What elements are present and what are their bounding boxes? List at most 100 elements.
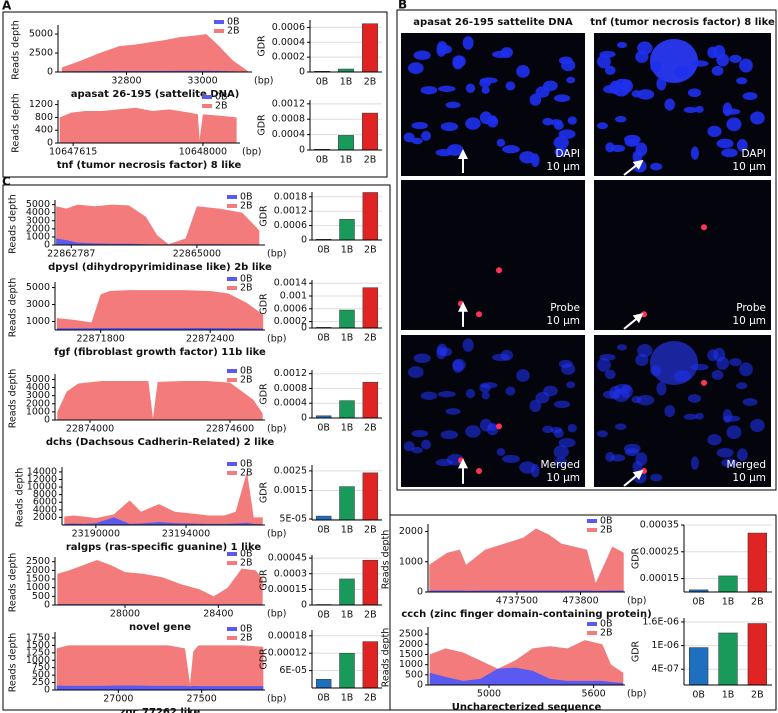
bar xyxy=(362,381,379,419)
x-unit: (bp) xyxy=(627,596,646,607)
chromosome xyxy=(597,358,611,372)
channel-label: DAPI xyxy=(555,148,580,160)
y-tick-label: 0.0008 xyxy=(274,383,307,394)
bar xyxy=(362,641,379,689)
chromosome xyxy=(650,473,663,482)
chromosome xyxy=(604,369,616,380)
x-tick-label: 2B xyxy=(364,333,377,344)
chromosome xyxy=(650,61,662,73)
chromosome xyxy=(567,116,577,125)
y-axis-label: Reads depth xyxy=(381,628,392,688)
y-tick-label: 1250 xyxy=(26,647,50,658)
y-tick-label: 1000 xyxy=(26,582,50,593)
x-unit: (bp) xyxy=(267,694,286,705)
y-tick-label: 1000 xyxy=(399,659,423,670)
bar xyxy=(362,559,379,606)
y-axis-label: GDR xyxy=(259,383,270,405)
y-tick-label: 0 xyxy=(44,600,50,611)
x-tick-label: 22874600 xyxy=(206,424,254,435)
y-tick-label: 500 xyxy=(32,591,50,602)
chromosome xyxy=(656,381,667,396)
chart-title: dpysl (dihydropyrimidinase like) 2b like xyxy=(48,262,272,273)
bar xyxy=(689,647,709,686)
chromosome xyxy=(567,424,577,433)
y-axis-label: GDR xyxy=(257,114,268,136)
chromosome xyxy=(615,115,627,123)
bar xyxy=(339,486,355,521)
bar xyxy=(747,532,767,593)
x-tick-label: 32800 xyxy=(111,76,141,87)
chromosome xyxy=(566,381,576,389)
chromosome xyxy=(502,454,520,464)
x-unit: (bp) xyxy=(254,76,273,87)
chromosome xyxy=(542,425,554,434)
y-tick-label: 0.00015 xyxy=(640,573,679,584)
coverage-area xyxy=(56,238,260,245)
legend-label: 0B xyxy=(240,366,253,377)
y-tick-label: 0.0012 xyxy=(274,206,307,217)
chromosome xyxy=(615,423,627,430)
chromosome xyxy=(445,408,461,415)
chromosome xyxy=(742,92,758,101)
bar xyxy=(362,192,379,241)
legend-label: 0B xyxy=(215,92,228,103)
nucleus xyxy=(650,39,698,83)
chromosome xyxy=(673,66,692,78)
y-tick-label: 4000 xyxy=(33,504,57,515)
x-tick-label: 27500 xyxy=(187,694,217,705)
bar xyxy=(339,400,355,419)
coverage-area xyxy=(57,560,263,605)
chromosome xyxy=(707,46,719,59)
chromosome xyxy=(519,151,536,164)
channel-label: Merged xyxy=(541,459,580,471)
nucleus xyxy=(650,341,698,385)
chromosome xyxy=(465,83,476,93)
x-tick-label: 1B xyxy=(341,610,354,621)
x-tick-label: 28400 xyxy=(203,609,233,620)
y-tick-label: 0.001 xyxy=(280,291,307,302)
x-tick-label: 1B xyxy=(341,693,354,704)
y-tick-label: 1000 xyxy=(399,556,423,567)
y-tick-label: 0 xyxy=(44,415,50,426)
y-tick-label: 0.00035 xyxy=(640,520,679,531)
y-tick-label: 0 xyxy=(301,235,307,246)
chromosome xyxy=(535,86,550,98)
chromosome xyxy=(736,138,748,152)
bar xyxy=(339,578,355,606)
y-axis-label: Reads depth xyxy=(8,278,19,338)
y-tick-label: 0.0006 xyxy=(274,220,307,231)
y-tick-label: 0.0012 xyxy=(274,368,307,379)
chart-title: dchs (Dachsous Cadherin-Related) 2 like xyxy=(46,437,275,448)
chromosome xyxy=(650,365,662,377)
chromosome xyxy=(445,101,461,109)
y-tick-label: 14000 xyxy=(27,466,57,477)
coverage-area xyxy=(56,645,264,690)
legend-label: 0B xyxy=(240,624,253,635)
chromosome xyxy=(479,77,498,84)
y-tick-label: 0.0008 xyxy=(272,114,305,125)
chromosome xyxy=(553,136,569,150)
panel-c-frame xyxy=(2,184,777,711)
chromosome xyxy=(613,83,630,97)
chromosome xyxy=(721,458,738,468)
chromosome xyxy=(683,413,698,420)
panel-label: B xyxy=(398,0,407,12)
chart-title: fgf (fibroblast growth factor) 11b like xyxy=(54,347,266,358)
chromosome xyxy=(413,353,431,363)
chromosome xyxy=(664,98,675,111)
y-axis-label: Reads depth xyxy=(15,468,26,528)
y-tick-label: 5000 xyxy=(26,282,50,293)
x-tick-label: 0B xyxy=(316,77,329,88)
probe-signal xyxy=(476,468,482,475)
y-axis-label: GDR xyxy=(259,293,270,315)
x-tick-label: 10648000 xyxy=(179,147,227,158)
y-tick-label: 0 xyxy=(44,685,50,696)
bar xyxy=(315,515,332,521)
chromosome xyxy=(553,94,571,103)
chart-title: novel gene xyxy=(129,622,191,633)
x-tick-label: 0B xyxy=(317,525,330,536)
x-tick-label: 28000 xyxy=(110,609,140,620)
x-tick-label: 1B xyxy=(341,525,354,536)
chromosome xyxy=(505,81,516,91)
